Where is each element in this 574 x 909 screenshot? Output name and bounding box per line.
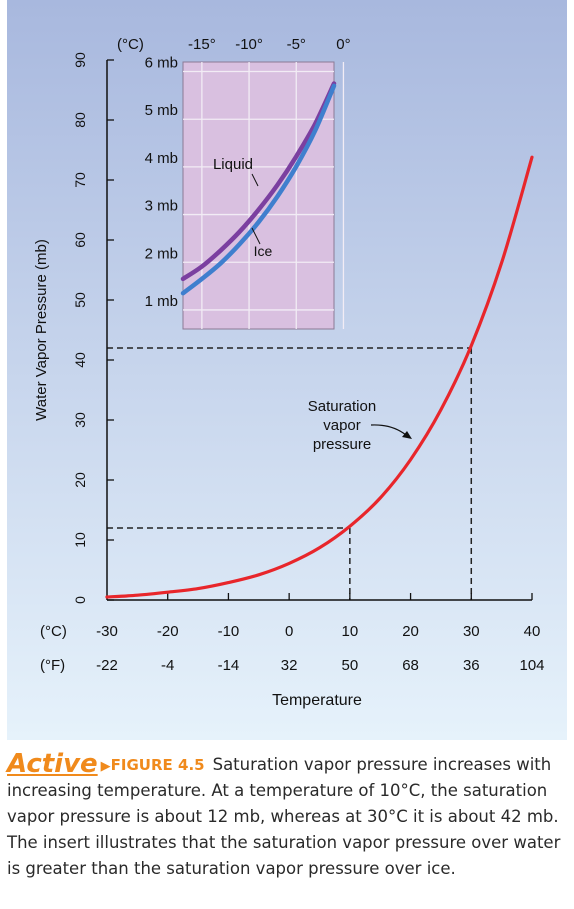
- x-tick-label-celsius: -30: [96, 623, 118, 640]
- figure-label: FIGURE 4.5: [110, 756, 205, 774]
- x-tick-label-celsius: 30: [463, 623, 480, 640]
- inset-x-tick-label: -5°: [287, 36, 306, 53]
- inset-y-tick-label: 5 mb: [145, 102, 178, 119]
- inset-x-unit-label: (°C): [117, 36, 144, 53]
- x-tick-label-fahrenheit: 104: [519, 657, 544, 674]
- x-tick-label-fahrenheit: 32: [281, 657, 298, 674]
- x-unit-label-celsius: (°C): [40, 623, 67, 640]
- inset-x-tick-label: -15°: [188, 36, 216, 53]
- inset-y-ticks: 1 mb 2 mb 3 mb 4 mb 5 mb 6 mb: [145, 55, 178, 310]
- ice-pointer: [251, 227, 261, 245]
- caption-text: Saturation vapor pressure increases with…: [7, 755, 561, 878]
- y-tick-label: 60: [72, 232, 88, 248]
- annotation-line-2: vapor: [323, 417, 361, 434]
- inset-series-lines: [180, 81, 337, 296]
- inset-y-tick-label: 1 mb: [145, 293, 178, 310]
- y-tick-label: 0: [72, 596, 88, 604]
- y-tick-label: 10: [72, 532, 88, 548]
- inset-grid: [183, 62, 345, 329]
- x-tick-label-fahrenheit: -14: [218, 657, 240, 674]
- y-tick-label: 70: [72, 172, 88, 188]
- x-tick-label-fahrenheit: 36: [463, 657, 480, 674]
- y-tick-label: 80: [72, 112, 88, 128]
- annotation-arrow-head: [402, 431, 412, 439]
- annotation-arrow: [370, 424, 407, 436]
- x-tick-label-fahrenheit: 50: [342, 657, 359, 674]
- x-tick-label-fahrenheit: 68: [402, 657, 419, 674]
- inset-y-tick-label: 3 mb: [145, 198, 178, 215]
- figure-label-marker: ▶: [100, 758, 111, 773]
- active-label: Active: [7, 749, 98, 779]
- liquid-line: [180, 81, 337, 282]
- inset-chart: 1 mb 2 mb 3 mb 4 mb 5 mb 6 mb -15° -10° -5° 0° (…: [117, 36, 351, 330]
- x-tick-label-celsius: -10: [218, 623, 240, 640]
- x-axis-label: Temperature: [272, 692, 362, 709]
- reference-dashed-lines: [107, 347, 473, 600]
- y-ticks: 0 10 20 30 40 50 60 70 80 90: [72, 52, 114, 604]
- inset-y-tick-label: 4 mb: [145, 150, 178, 167]
- x-tick-label-fahrenheit: -22: [96, 657, 118, 674]
- x-unit-label-fahrenheit: (°F): [40, 657, 65, 674]
- figure-caption: Active ▶FIGURE 4.5 Saturation vapor pressu…: [7, 749, 567, 882]
- ice-line: [180, 83, 337, 296]
- x-tick-label-celsius: 20: [402, 623, 419, 640]
- x-tick-label-celsius: 40: [524, 623, 541, 640]
- main-chart: 0 10 20 30 40 50 60 70 80 90 -30 -22 -20 -4 -10 -14 0 32…: [33, 52, 545, 709]
- y-tick-label: 40: [72, 352, 88, 368]
- series-lines: [105, 155, 534, 599]
- liquid-pointer: [251, 173, 259, 187]
- y-tick-label: 50: [72, 292, 88, 308]
- x-tick-label-celsius: 0: [285, 623, 293, 640]
- ice-label: Ice: [254, 243, 273, 259]
- saturation-annotation: Saturation vapor pressure: [308, 398, 412, 453]
- inset-y-tick-label: 2 mb: [145, 245, 178, 262]
- x-tick-label-celsius: 10: [342, 623, 359, 640]
- y-axis-label: Water Vapor Pressure (mb): [33, 239, 50, 421]
- x-tick-label-fahrenheit: -4: [161, 657, 174, 674]
- inset-background: [182, 61, 335, 330]
- liquid-label: Liquid: [213, 156, 253, 173]
- saturation-vapor-pressure-line: [105, 155, 534, 599]
- inset-x-tick-label: 0°: [336, 36, 350, 53]
- y-tick-label: 20: [72, 472, 88, 488]
- annotation-line-1: Saturation: [308, 398, 376, 415]
- inset-x-tick-label: -10°: [235, 36, 263, 53]
- x-tick-label-celsius: -20: [157, 623, 179, 640]
- inset-x-ticks: -15° -10° -5° 0°: [188, 36, 351, 53]
- y-tick-label: 30: [72, 412, 88, 428]
- annotation-line-3: pressure: [313, 436, 371, 453]
- y-tick-label: 90: [72, 52, 88, 68]
- x-ticks: -30 -22 -20 -4 -10 -14 0 32 10 50 20 68 30 36 40 104: [96, 593, 545, 674]
- inset-y-tick-label: 6 mb: [145, 55, 178, 72]
